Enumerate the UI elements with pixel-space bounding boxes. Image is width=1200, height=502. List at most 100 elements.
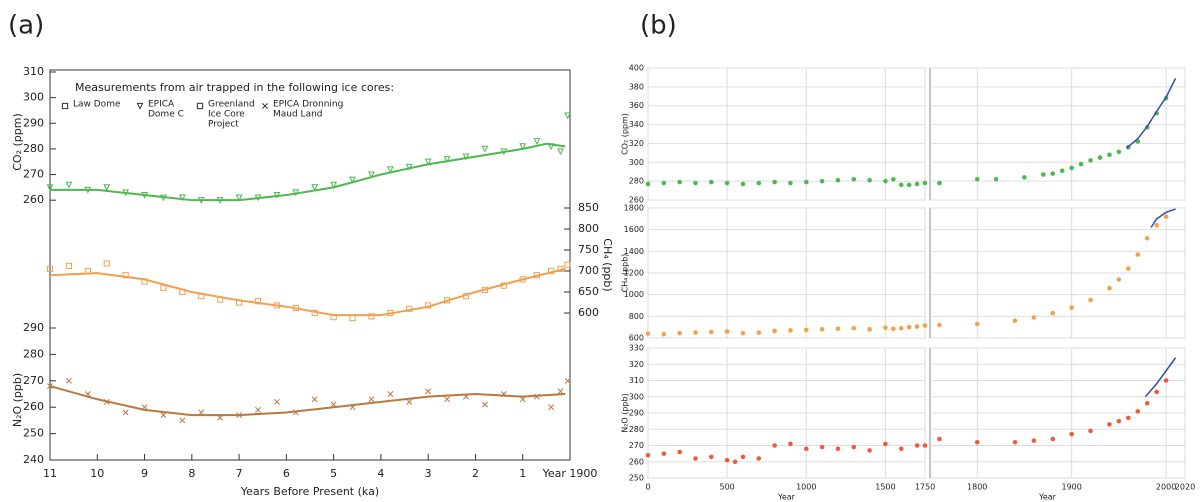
y-tick-label: 260 [629, 457, 644, 466]
data-point [386, 166, 394, 174]
fit-line [49, 267, 566, 317]
data-point [1012, 318, 1018, 323]
y-tick-label: 310 [629, 376, 644, 385]
data-point [406, 398, 413, 405]
data-point [724, 457, 730, 463]
data-point [709, 329, 714, 335]
data-point [891, 326, 896, 332]
data-point [311, 309, 318, 317]
data-point [349, 176, 356, 184]
data-point [1107, 152, 1112, 158]
x-tick-label: 7 [236, 467, 243, 480]
data-point [1059, 168, 1065, 174]
data-point [677, 449, 682, 455]
data-point [693, 456, 698, 461]
data-point [1069, 431, 1074, 437]
data-point [1135, 252, 1141, 257]
data-point [867, 177, 872, 183]
x-tick-label: 6 [283, 467, 290, 480]
data-point [819, 178, 825, 184]
data-point [255, 406, 261, 413]
data-point [740, 454, 746, 460]
data-point [835, 177, 841, 183]
y-tick-label: 600 [578, 306, 599, 319]
data-point [1022, 175, 1027, 180]
data-point [368, 171, 375, 179]
x-tick-label: 2 [472, 467, 479, 480]
data-point [1050, 310, 1056, 316]
y-tick-label: 270 [629, 441, 644, 450]
panel-b: 260 280 300 320 340 360 380 400 CO₂ (ppm) 600 800 1… [621, 64, 1196, 502]
data-point [1012, 439, 1018, 445]
y-tick-label: 400 [629, 64, 644, 73]
x-tick-label: 1750 [915, 483, 935, 492]
data-point [1116, 418, 1122, 424]
x-tick-label: 11 [43, 467, 57, 480]
x-tick-label: Year 1900 [542, 467, 598, 480]
x-axis-label: Years Before Present (ka) [240, 485, 379, 498]
data-point [1144, 236, 1150, 241]
data-point [547, 267, 555, 275]
x-tick-label: 10 [90, 467, 104, 480]
data-point [883, 325, 888, 331]
data-point [273, 398, 280, 405]
data-point [311, 184, 319, 192]
data-point [462, 293, 470, 300]
data-point [46, 265, 54, 272]
data-point [883, 441, 888, 447]
data-point [803, 327, 809, 333]
data-point [1069, 165, 1074, 171]
data-point [788, 441, 793, 447]
legend-symbol [61, 102, 69, 110]
data-point [444, 396, 451, 403]
legend-label: Greenland [208, 100, 255, 110]
data-point [103, 184, 111, 192]
data-point [898, 446, 904, 452]
data-point [481, 401, 488, 408]
data-point [835, 326, 841, 332]
data-point [835, 446, 841, 452]
data-point [937, 180, 942, 186]
legend-label: Dome C [148, 110, 184, 120]
data-point [103, 260, 110, 267]
data-point [937, 322, 942, 328]
panel-label: (a) [8, 11, 44, 41]
data-point [937, 436, 942, 442]
y-tick-label: 320 [629, 360, 644, 369]
data-point [661, 451, 667, 456]
data-point [803, 179, 809, 185]
data-point [1126, 266, 1131, 271]
y-tick-label: 250 [23, 427, 44, 440]
instrumental-line [1125, 78, 1177, 149]
data-point [709, 454, 714, 460]
x-tick-label: 9 [141, 467, 148, 480]
data-point [724, 180, 730, 186]
legend-label: EPICA Dronning [273, 100, 343, 110]
y-tick-label: 250 [629, 474, 644, 483]
y-tick-label: 270 [23, 374, 44, 387]
data-point [1041, 172, 1046, 177]
data-point [519, 143, 527, 151]
y-tick-label: 320 [629, 139, 644, 148]
y-tick-label: 600 [629, 334, 644, 343]
data-point [645, 452, 651, 458]
data-point [557, 148, 564, 156]
data-point [906, 182, 912, 188]
legend-title: Measurements from air trapped in the fol… [75, 81, 394, 94]
data-point [235, 194, 243, 202]
data-point [462, 153, 470, 161]
data-point [564, 377, 571, 384]
x-axis-label: Year [777, 493, 796, 502]
y-axis-label: CO₂ (ppm) [11, 113, 24, 171]
y-tick-label: 290 [23, 116, 44, 129]
data-point [122, 409, 129, 416]
data-point [1069, 305, 1074, 310]
data-point [1097, 155, 1103, 160]
data-point [1078, 161, 1084, 167]
x-tick-label: 4 [377, 467, 384, 480]
data-point [819, 327, 825, 332]
y-tick-label: 310 [23, 65, 44, 78]
y-tick-label: 260 [23, 193, 44, 206]
y-tick-label: 340 [629, 120, 644, 129]
